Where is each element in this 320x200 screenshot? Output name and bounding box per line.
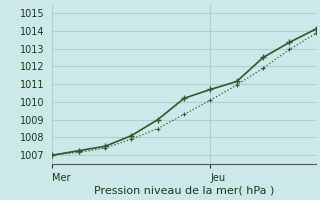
X-axis label: Pression niveau de la mer( hPa ): Pression niveau de la mer( hPa ) xyxy=(94,186,274,196)
